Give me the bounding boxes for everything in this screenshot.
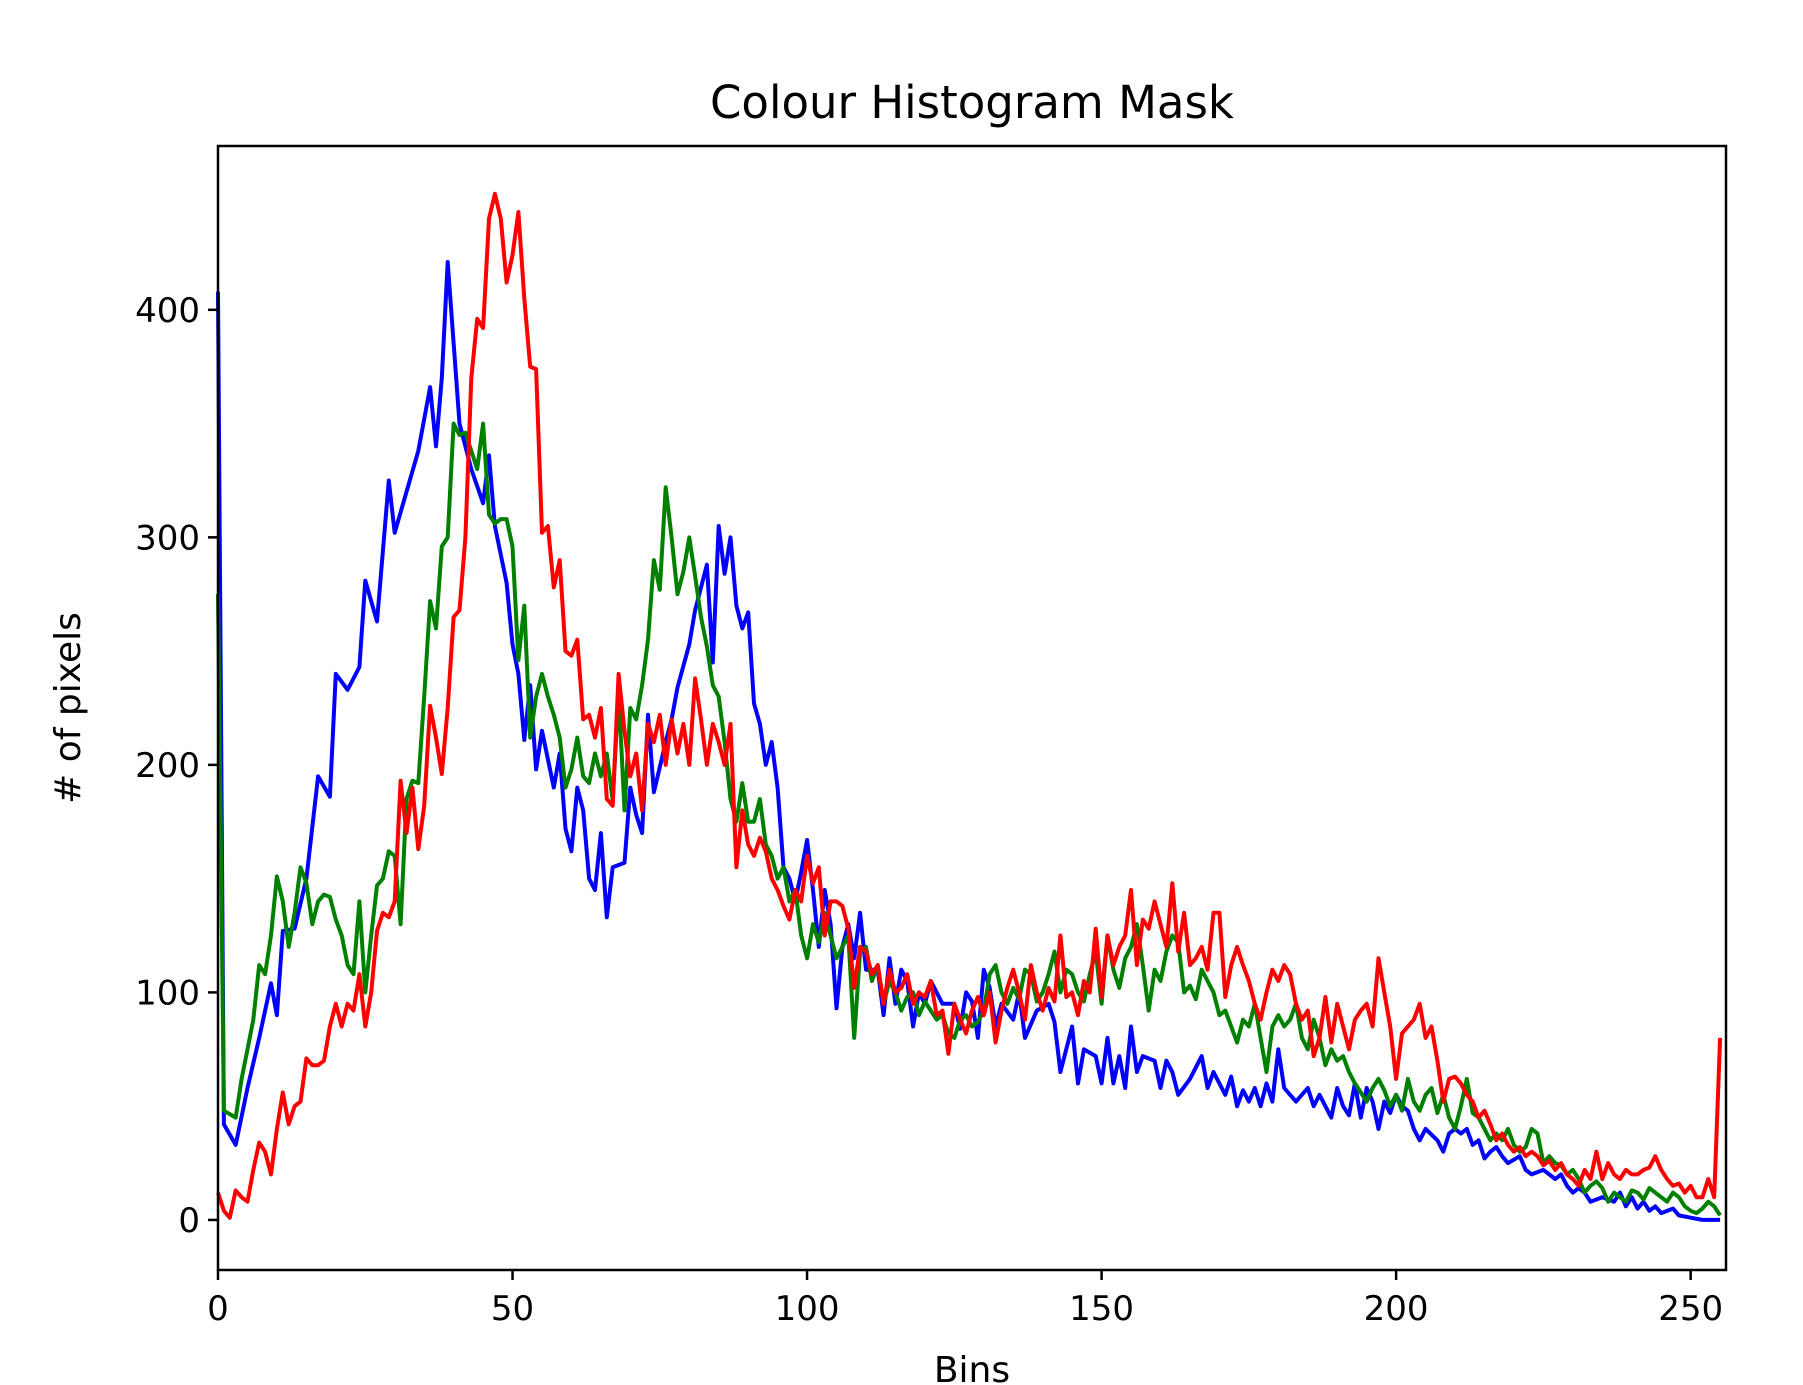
x-tick-label: 50 [491,1289,534,1329]
x-tick-label: 250 [1658,1289,1723,1329]
y-axis-label: # of pixels [48,612,89,804]
x-axis-ticks: 0 50 100 150 200 250 [207,1270,1723,1329]
x-tick-label: 0 [207,1289,229,1329]
y-axis-ticks: 0 100 200 300 400 [135,291,218,1241]
y-tick-label: 400 [135,291,200,331]
chart-title: Colour Histogram Mask [710,76,1234,129]
y-tick-label: 300 [135,518,200,558]
plot-frame [216,144,1728,1272]
x-tick-label: 150 [1069,1289,1134,1329]
series-layer [216,191,1723,1222]
x-axis-label: Bins [934,1350,1010,1385]
y-tick-label: 100 [135,973,200,1013]
y-tick-label: 0 [178,1201,200,1241]
x-tick-label: 200 [1364,1289,1429,1329]
series-line-2 [216,191,1723,1220]
y-tick-label: 200 [135,746,200,786]
x-tick-label: 100 [775,1289,840,1329]
